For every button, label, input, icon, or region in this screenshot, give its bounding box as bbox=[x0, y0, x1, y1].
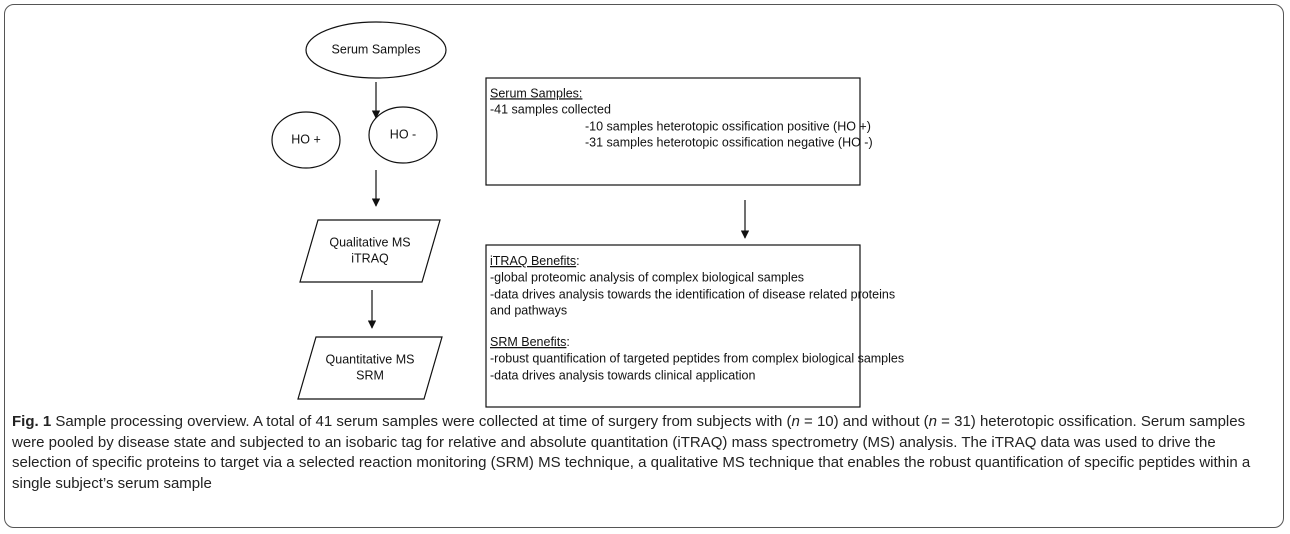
box-line: -global proteomic analysis of complex bi… bbox=[490, 270, 804, 284]
box-heading: iTRAQ Benefits: bbox=[490, 254, 580, 268]
node-label: iTRAQ bbox=[351, 251, 389, 265]
box-line: -data drives analysis towards clinical a… bbox=[490, 368, 755, 382]
heading-text: iTRAQ Benefits bbox=[490, 254, 576, 268]
figure-frame bbox=[4, 4, 1284, 528]
text-box bbox=[485, 244, 861, 408]
text-box bbox=[485, 77, 861, 186]
node-shape bbox=[305, 21, 447, 79]
box-line: and pathways bbox=[490, 303, 567, 317]
box-line: -10 samples heterotopic ossification pos… bbox=[585, 119, 871, 133]
node-label: Serum Samples bbox=[332, 42, 421, 56]
caption-text: Sample processing overview. A total of 4… bbox=[51, 413, 792, 430]
box-line: -31 samples heterotopic ossification neg… bbox=[585, 135, 873, 149]
box-line: -robust quantification of targeted pepti… bbox=[490, 351, 904, 365]
node-shape bbox=[368, 106, 438, 164]
heading-text: SRM Benefits bbox=[490, 335, 566, 349]
caption-text: n bbox=[791, 413, 800, 430]
box-line: -data drives analysis towards the identi… bbox=[490, 287, 895, 301]
node-label: HO - bbox=[390, 127, 416, 141]
caption-text: = 10) and without ( bbox=[799, 413, 929, 430]
node-label: SRM bbox=[356, 368, 384, 382]
node-label: Quantitative MS bbox=[326, 352, 415, 366]
caption: Fig. 1 Sample processing overview. A tot… bbox=[12, 412, 1274, 494]
box-line: -41 samples collected bbox=[490, 102, 611, 116]
caption-label: Fig. 1 bbox=[12, 413, 52, 430]
box-heading: Serum Samples: bbox=[490, 86, 582, 100]
heading-colon: : bbox=[576, 254, 579, 268]
node-shape bbox=[297, 336, 443, 400]
node-label: HO + bbox=[291, 132, 321, 146]
node-label: Qualitative MS bbox=[329, 235, 410, 249]
box-heading: SRM Benefits: bbox=[490, 335, 570, 349]
node-shape bbox=[299, 219, 441, 283]
caption-text: n bbox=[928, 413, 938, 430]
node-shape bbox=[271, 111, 341, 169]
heading-colon: : bbox=[566, 335, 569, 349]
caption-text: = 31) heterotopic ossification. Serum sa… bbox=[12, 413, 1251, 492]
diagram: Serum Samples HO + HO - Qualitative MS i… bbox=[271, 21, 904, 408]
